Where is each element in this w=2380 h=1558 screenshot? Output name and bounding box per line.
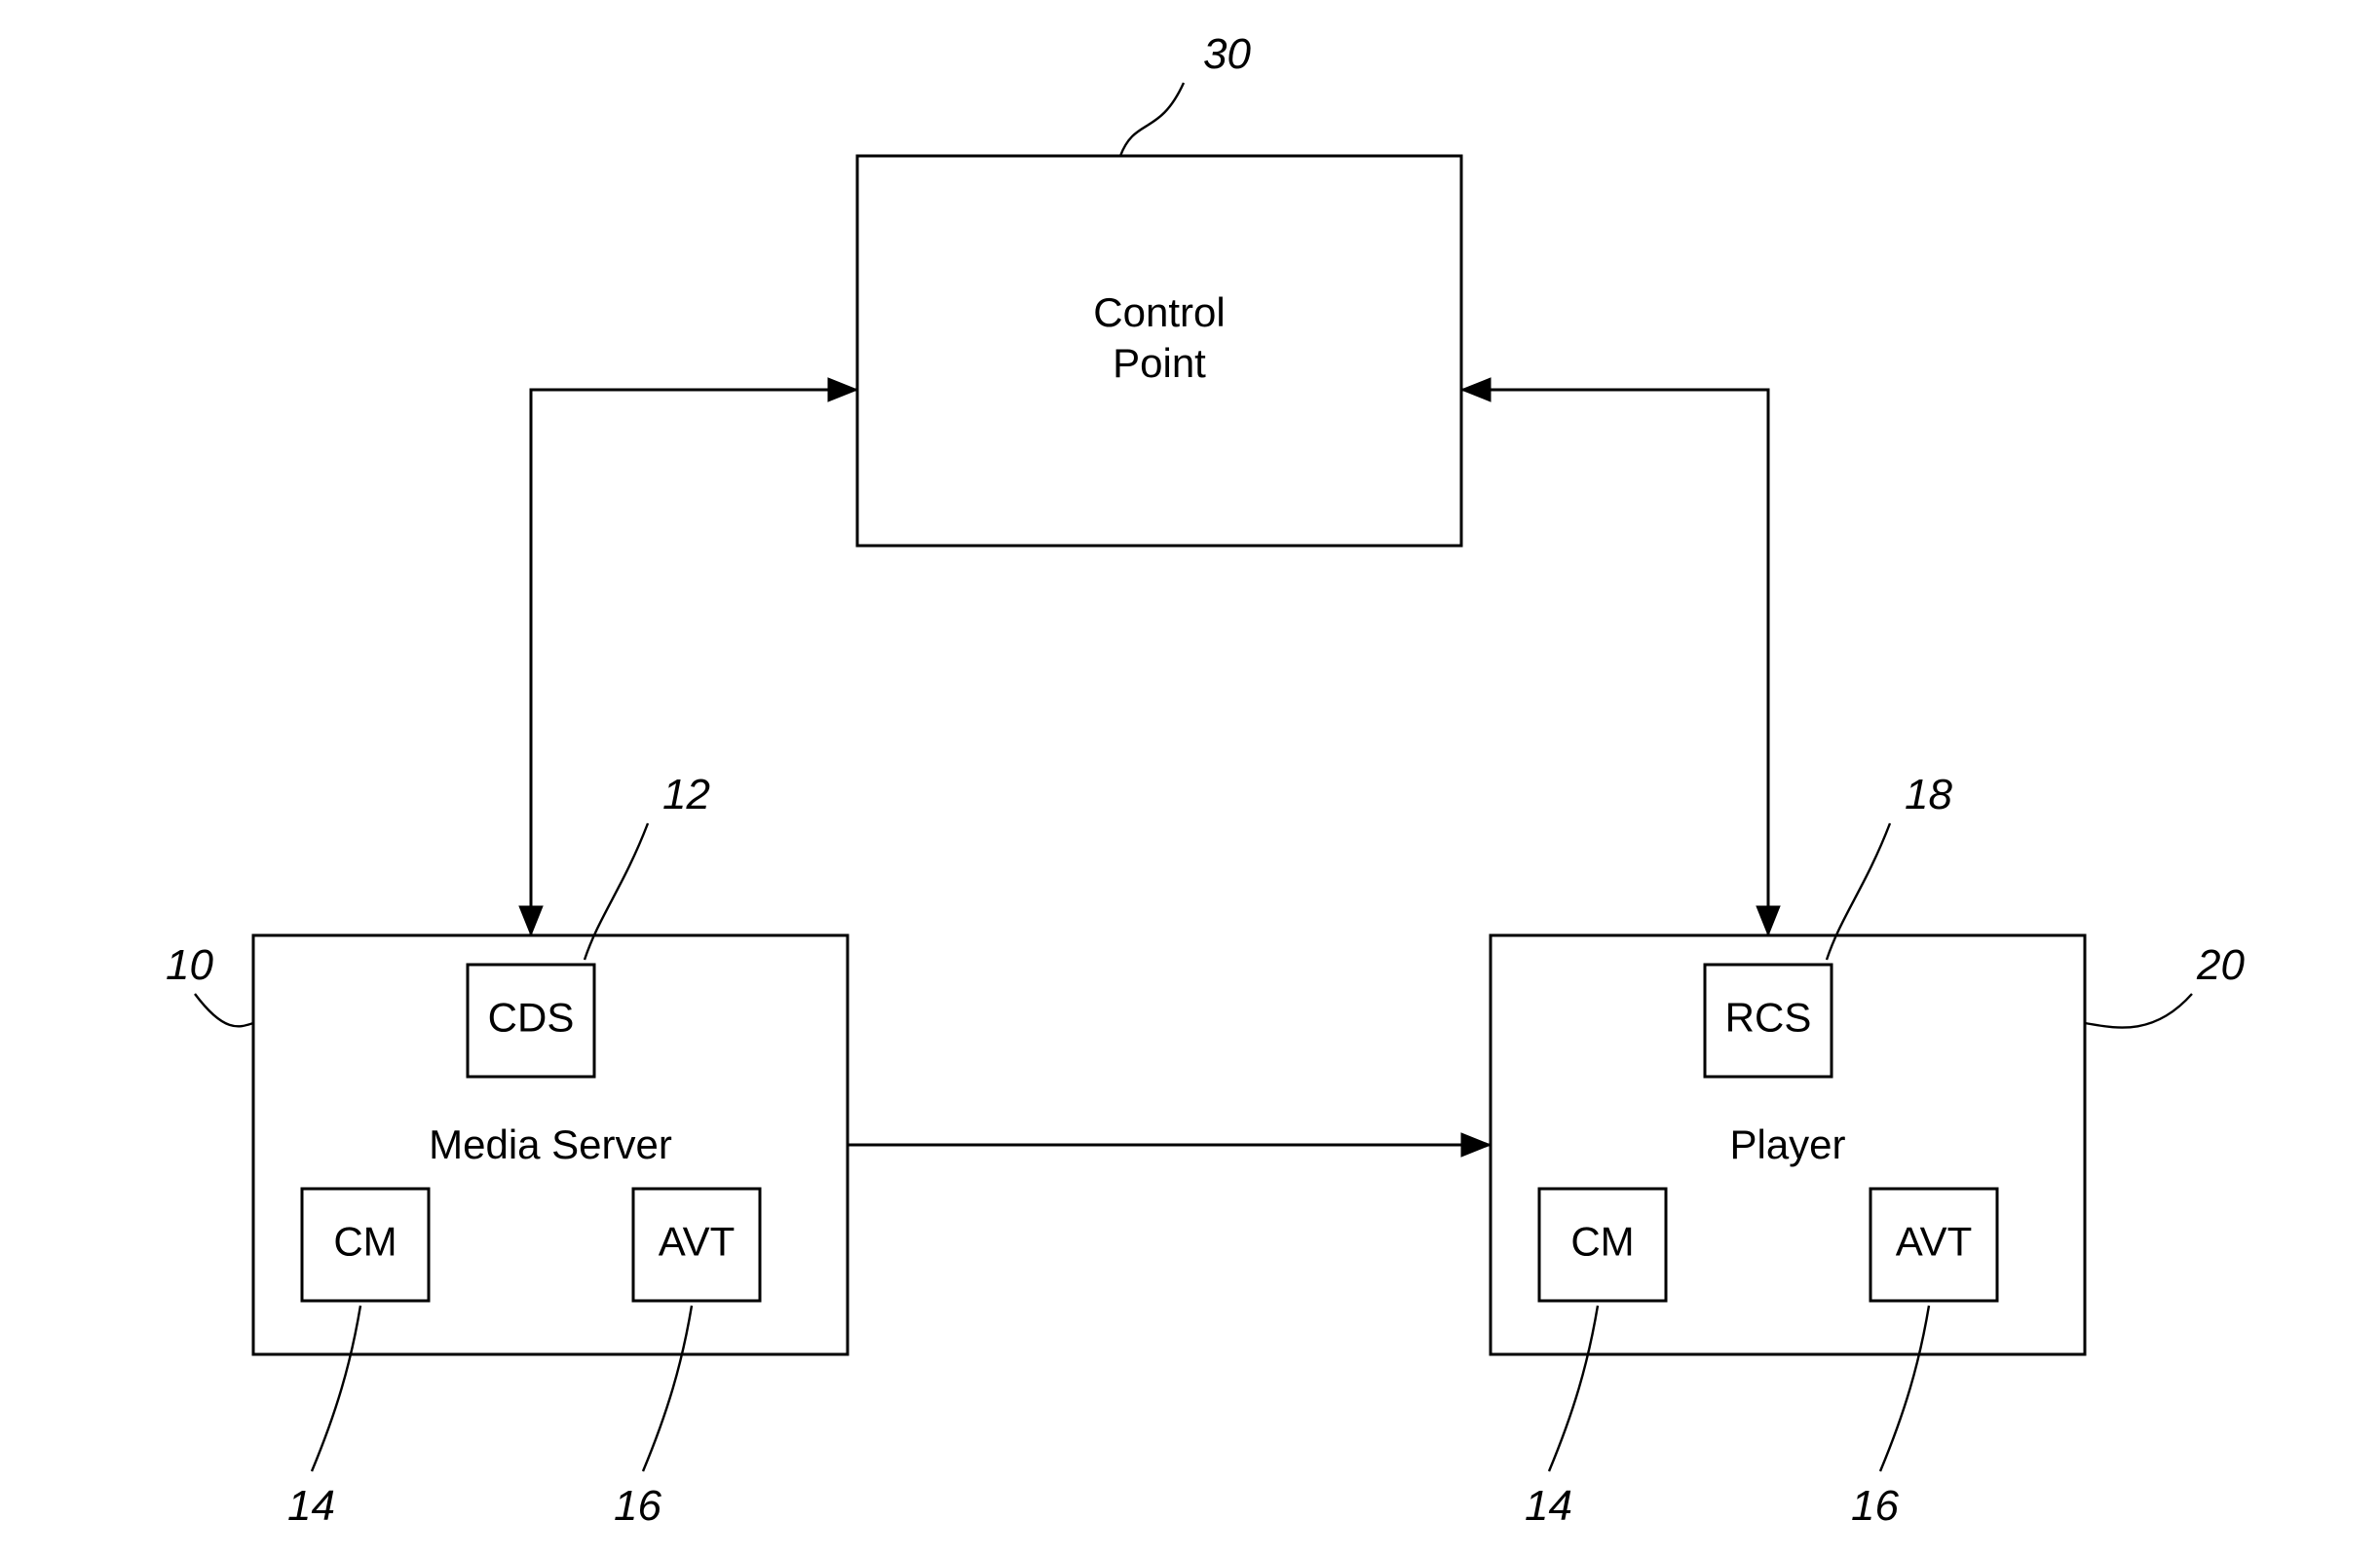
r30-label: 30 [1203, 30, 1251, 78]
control_point-label-1: Point [1113, 340, 1206, 386]
arrowhead [1461, 1133, 1491, 1157]
arrowhead [828, 378, 857, 401]
r14b-lead [1549, 1306, 1598, 1471]
arrow-cp-pl [1461, 390, 1768, 935]
arrowhead [519, 906, 543, 935]
r14b-label: 14 [1525, 1482, 1572, 1530]
ms_cm-label: CM [333, 1219, 397, 1265]
r16a-lead [643, 1306, 692, 1471]
pl_cm-label: CM [1570, 1219, 1634, 1265]
r18-lead [1827, 823, 1890, 960]
r14a-label: 14 [287, 1482, 335, 1530]
r18-label: 18 [1905, 771, 1952, 818]
pl_avt-label: AVT [1896, 1219, 1973, 1265]
control_point-label-0: Control [1093, 289, 1225, 335]
r16b-lead [1880, 1306, 1929, 1471]
r16b-label: 16 [1851, 1482, 1899, 1530]
arrowhead [1757, 906, 1780, 935]
r20-lead [2085, 994, 2192, 1028]
r10-lead [195, 994, 253, 1026]
player-label: Player [1729, 1121, 1845, 1167]
r30-lead [1120, 83, 1184, 156]
media_server-label: Media Server [429, 1121, 672, 1167]
r20-label: 20 [2196, 941, 2245, 989]
arrowhead [1461, 378, 1491, 401]
r14a-lead [312, 1306, 360, 1471]
r12-label: 12 [662, 771, 710, 818]
rcs-label: RCS [1725, 995, 1812, 1041]
ms_avt-label: AVT [659, 1219, 736, 1265]
r12-lead [585, 823, 648, 960]
cds-label: CDS [488, 995, 575, 1041]
r10-label: 10 [166, 941, 213, 989]
r16a-label: 16 [614, 1482, 661, 1530]
arrow-cp-ms [531, 390, 857, 935]
